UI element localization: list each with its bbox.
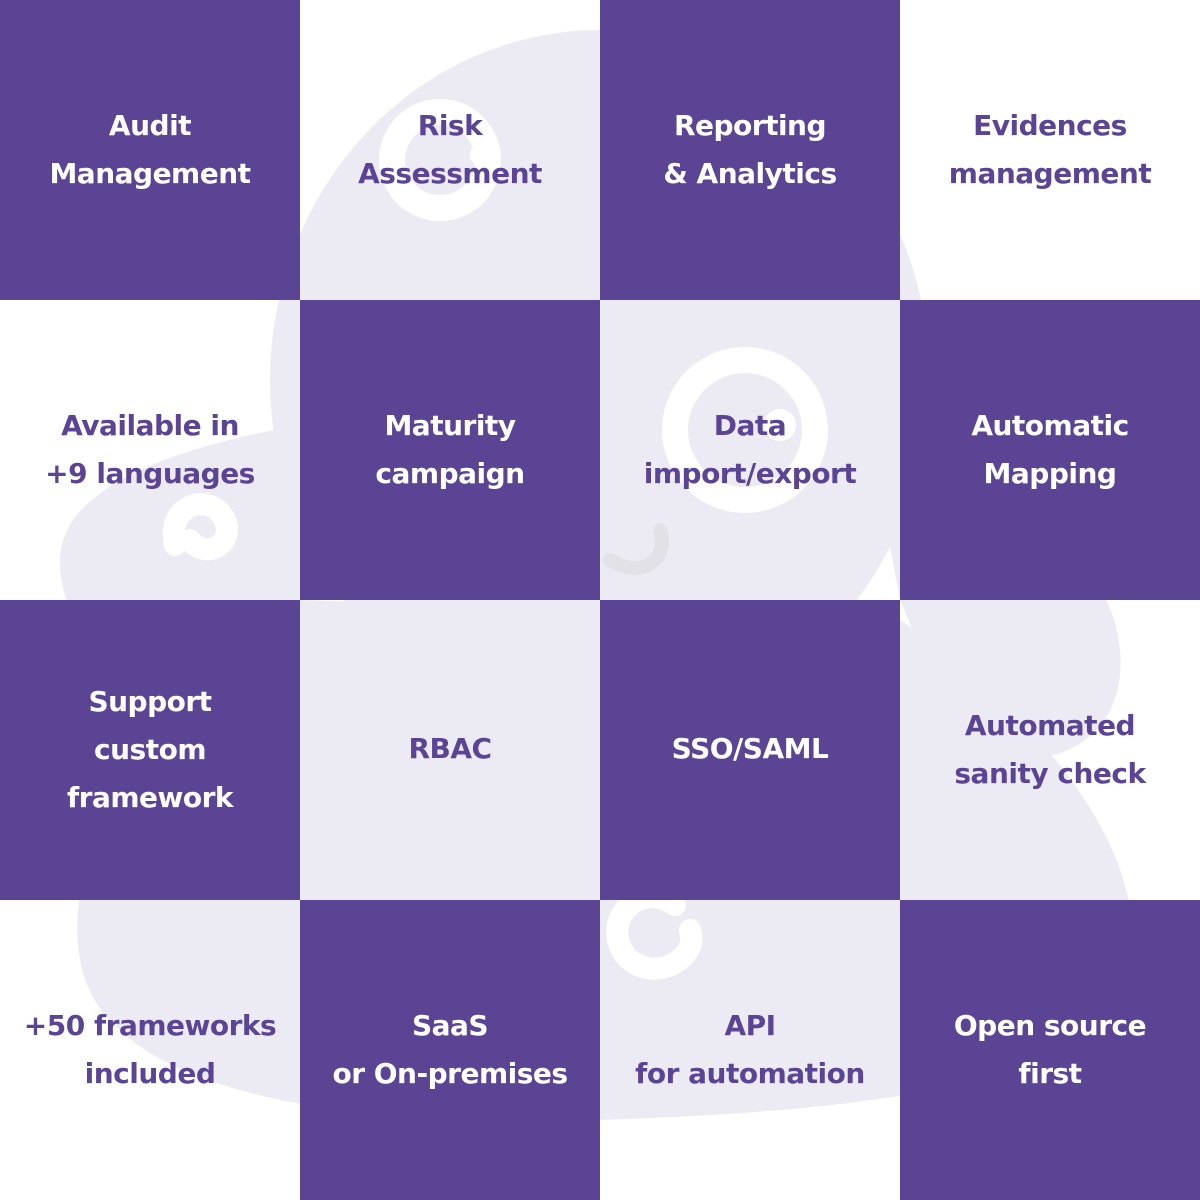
feature-label: Risk Assessment [358, 109, 542, 190]
feature-tile-10: RBAC [300, 600, 600, 900]
feature-label: +50 frameworks included [23, 1009, 277, 1090]
feature-tile-15: API for automation [600, 900, 900, 1200]
feature-label: Evidences management [948, 109, 1152, 190]
feature-label: Data import/export [643, 409, 857, 490]
feature-label: Audit Management [49, 109, 251, 190]
feature-label: SaaS or On-premises [332, 1009, 568, 1090]
feature-label: SSO/SAML [671, 732, 829, 765]
feature-tile-4: Evidences management [900, 0, 1200, 300]
feature-label: Maturity campaign [375, 409, 525, 490]
feature-tile-12: Automated sanity check [900, 600, 1200, 900]
feature-tile-5: Available in +9 languages [0, 300, 300, 600]
feature-label: API for automation [635, 1009, 865, 1090]
feature-label: Open source first [953, 1009, 1147, 1090]
feature-label: Available in +9 languages [45, 409, 255, 490]
feature-tile-6: Maturity campaign [300, 300, 600, 600]
feature-tile-7: Data import/export [600, 300, 900, 600]
feature-label: Reporting & Analytics [663, 109, 837, 190]
feature-label: Automatic Mapping [971, 409, 1129, 490]
feature-tile-11: SSO/SAML [600, 600, 900, 900]
feature-label: RBAC [408, 732, 492, 765]
feature-label: Support custom framework [66, 685, 234, 814]
feature-tile-1: Audit Management [0, 0, 300, 300]
feature-tile-3: Reporting & Analytics [600, 0, 900, 300]
feature-label: Automated sanity check [954, 709, 1146, 790]
feature-tile-9: Support custom framework [0, 600, 300, 900]
feature-tile-8: Automatic Mapping [900, 300, 1200, 600]
feature-tile-16: Open source first [900, 900, 1200, 1200]
feature-tile-14: SaaS or On-premises [300, 900, 600, 1200]
feature-tile-13: +50 frameworks included [0, 900, 300, 1200]
feature-tile-2: Risk Assessment [300, 0, 600, 300]
